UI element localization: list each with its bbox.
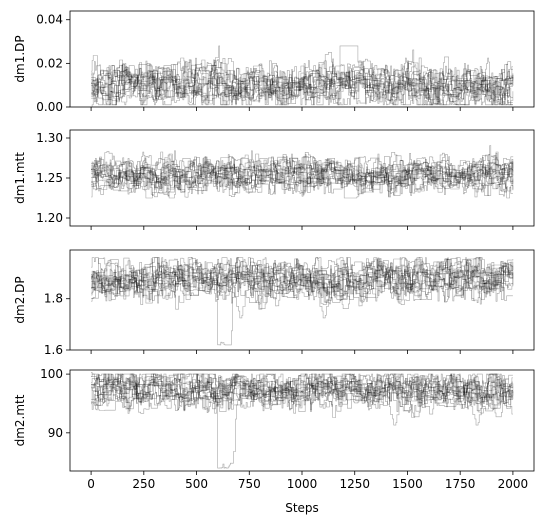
trace-panel-4: 90 100 dm2.mtt 0 250 500 750 1000 1250 1500 1750 20… [13,367,535,491]
x-axis-label: Steps [285,501,319,515]
walker-trace [91,55,513,106]
walker-trace [91,60,514,106]
walker-trace [91,155,513,192]
walker-trace [91,45,513,106]
trace-panel-3: 1.6 1.8 dm2.DP [13,249,535,357]
panels: 0.00 0.02 0.04 dm1.DP 1.20 1.25 1.30 dm1.mtt 1.6… [13,10,535,491]
walker-traces [91,45,514,107]
walker-trace [91,63,514,106]
walker-trace [91,373,513,418]
walker-trace [91,61,513,106]
y-tick-label: 0.04 [36,13,63,27]
walker-trace [91,150,514,195]
walker-trace [91,373,513,411]
walker-trace [91,56,514,106]
walker-trace [91,151,514,198]
y-tick-label: 1.6 [44,343,63,357]
walker-trace [91,157,514,191]
walker-trace [91,257,513,310]
walker-trace [91,150,513,195]
walker-trace [91,257,514,310]
walker-trace [91,57,513,106]
y-tick-label: 90 [48,426,63,440]
walker-trace [91,257,514,305]
walker-trace [91,373,513,469]
walker-trace [91,373,514,412]
walker-trace [91,153,514,198]
walker-trace [91,257,514,304]
walker-traces [91,372,514,469]
walker-trace [91,373,513,410]
walker-trace [91,372,513,418]
walker-trace [91,57,514,106]
trace-panel-2: 1.20 1.25 1.30 dm1.mtt [13,129,535,230]
x-tick-label: 250 [132,477,155,491]
x-tick-label: 1750 [445,477,476,491]
walker-trace [91,156,514,195]
y-tick-label: 1.8 [44,292,63,306]
walker-trace [91,155,514,199]
walker-trace [91,49,513,106]
walker-trace [91,373,513,426]
walker-trace [91,64,513,106]
walker-trace [91,145,513,199]
x-tick-label: 1250 [339,477,370,491]
walker-trace [91,151,513,196]
walker-trace [91,373,513,410]
walker-trace [91,58,514,107]
x-tick-label: 2000 [498,477,529,491]
walker-trace [91,154,513,198]
walker-trace [91,257,513,319]
walker-trace [91,257,513,304]
walker-trace [91,45,514,106]
y-tick-label: 1.25 [36,171,63,185]
walker-traces [91,257,514,346]
walker-trace [91,373,514,414]
walker-trace [91,154,513,199]
y-tick-label: 1.30 [36,131,63,145]
y-axis-label: dm1.mtt [13,152,27,204]
walker-trace [91,57,513,106]
walker-trace [91,257,513,303]
walker-trace [91,257,513,302]
walker-trace [91,261,514,346]
walker-trace [91,52,513,106]
walker-trace [91,257,514,305]
y-tick-label: 0.02 [36,56,63,70]
y-tick-label: 100 [40,367,63,381]
walker-trace [91,155,513,197]
x-tick-label: 1500 [392,477,423,491]
walker-traces [91,145,514,199]
walker-trace [91,257,513,305]
x-tick-label: 500 [185,477,208,491]
walker-trace [91,60,513,106]
walker-trace [91,373,514,414]
y-axis-label: dm2.DP [13,276,27,323]
walker-trace [91,152,514,195]
y-tick-label: 1.20 [36,211,63,225]
x-tick-label: 0 [87,477,95,491]
walker-trace [91,257,513,305]
walker-trace [91,373,513,412]
y-axis-label: dm2.mtt [13,394,27,446]
y-tick-label: 0.00 [36,100,63,114]
x-tick-label: 750 [238,477,261,491]
walker-trace [91,151,514,195]
walker-trace [91,257,513,300]
walker-trace [91,373,513,412]
walker-trace [91,373,513,413]
walker-trace [91,373,513,411]
y-axis-label: dm1.DP [13,35,27,82]
walker-trace [91,257,513,301]
walker-trace [91,156,514,195]
walker-trace [91,373,513,414]
walker-trace [91,257,513,319]
walker-trace [91,257,514,298]
walker-trace [91,62,514,106]
x-tick-label: 1000 [287,477,318,491]
walker-trace [91,373,514,414]
trace-panel-1: 0.00 0.02 0.04 dm1.DP [13,10,535,114]
